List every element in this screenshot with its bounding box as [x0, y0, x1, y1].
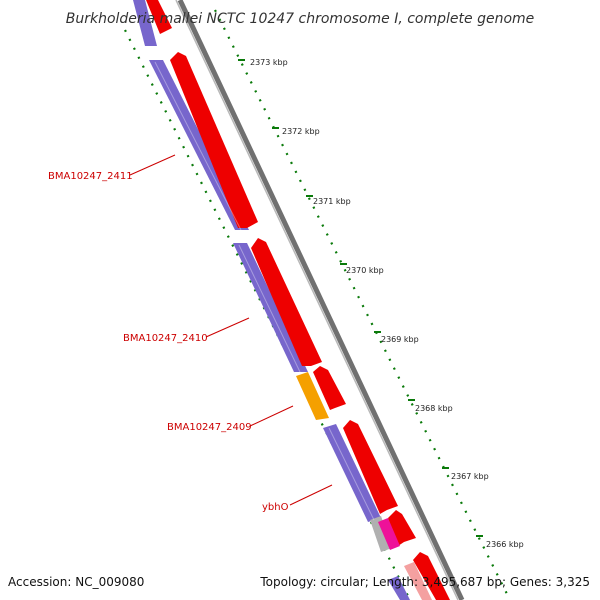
orange-feature[interactable] — [296, 372, 329, 420]
reverse-cds[interactable] — [233, 243, 308, 372]
gene-label[interactable]: BMA10247_2409 — [167, 422, 252, 433]
map-title: Burkholderia mallei NCTC 10247 chromosom… — [66, 11, 535, 27]
magenta-feature[interactable] — [378, 518, 400, 550]
gray-feature[interactable] — [370, 516, 392, 552]
kbp-label: 2369 kbp — [381, 335, 419, 344]
accession-text: Accession: NC_009080 — [8, 575, 144, 589]
leader-line — [249, 405, 294, 427]
kbp-label: 2372 kbp — [282, 127, 320, 136]
gene-label[interactable]: ybhO — [262, 502, 289, 513]
forward-cds[interactable] — [251, 238, 322, 366]
leader-line — [205, 317, 250, 338]
kbp-label: 2373 kbp — [250, 58, 288, 67]
forward-cds[interactable] — [146, 0, 172, 34]
reverse-cds-partial[interactable] — [388, 576, 410, 600]
forward-cds[interactable] — [343, 420, 398, 514]
summary-text: Topology: circular; Length: 3,495,687 bp… — [259, 575, 590, 589]
gene-labels: BMA10247_2411 BMA10247_2410 BMA10247_240… — [48, 154, 333, 513]
kbp-label: 2366 kbp — [486, 540, 524, 549]
forward-cds[interactable] — [170, 52, 258, 228]
kbp-label: 2371 kbp — [313, 197, 351, 206]
gene-label[interactable]: BMA10247_2411 — [48, 171, 133, 182]
leader-line — [289, 484, 333, 506]
reverse-cds[interactable] — [323, 424, 381, 522]
outer-tick-ruler — [214, 9, 511, 600]
kbp-label: 2367 kbp — [451, 472, 489, 481]
forward-cds[interactable] — [413, 552, 450, 600]
backbone — [175, 0, 465, 600]
kbp-labels: 2373 kbp 2372 kbp 2371 kbp 2370 kbp 2369… — [238, 58, 524, 549]
kbp-label: 2368 kbp — [415, 404, 453, 413]
forward-cds-light[interactable] — [404, 562, 432, 600]
forward-cds[interactable] — [313, 366, 346, 410]
forward-features — [146, 0, 450, 600]
leader-line — [129, 154, 176, 176]
reverse-cds[interactable] — [133, 0, 157, 46]
bar-highlights — [154, 61, 375, 521]
reverse-features — [133, 0, 392, 552]
kbp-label: 2370 kbp — [346, 266, 384, 275]
gene-label[interactable]: BMA10247_2410 — [123, 333, 208, 344]
